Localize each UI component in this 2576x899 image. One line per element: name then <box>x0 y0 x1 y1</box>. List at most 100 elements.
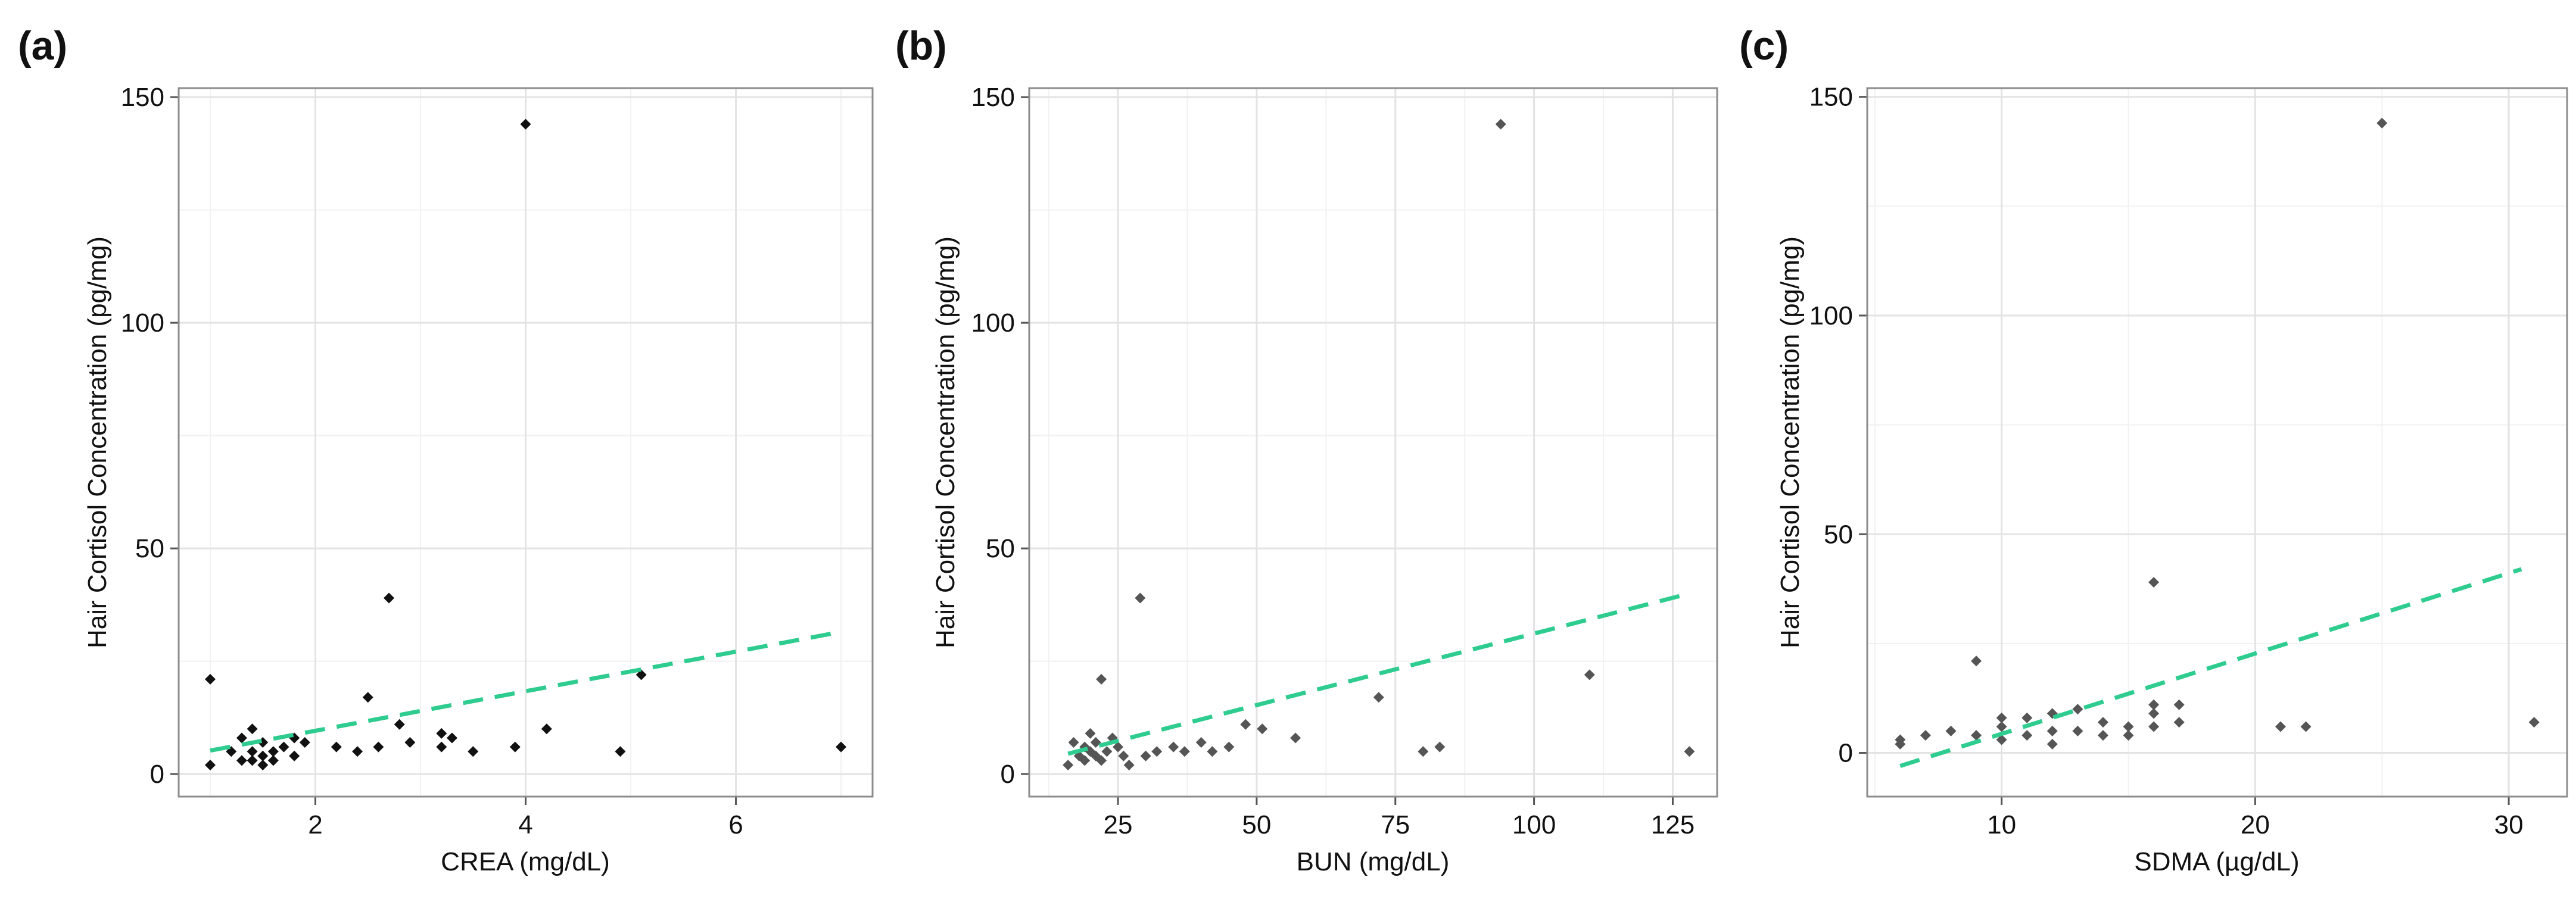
panel-c-point <box>2021 730 2033 741</box>
panel-b-y-tick-label: 50 <box>986 534 1015 563</box>
panel-a-point <box>257 750 269 761</box>
panel-c-point <box>1996 734 2007 745</box>
panel-b-y-tick-label: 150 <box>971 83 1015 112</box>
panel-b-x-tick-label: 50 <box>1242 810 1271 839</box>
panel-c-point <box>1971 730 1982 741</box>
panel-b-y-tick-label: 0 <box>1001 760 1015 789</box>
panel-a-point <box>615 746 626 757</box>
panel-c-point <box>1895 738 1906 750</box>
panel-c-point <box>2275 721 2286 732</box>
panel-b-frame <box>1028 87 1718 798</box>
panel-a-point <box>331 741 342 753</box>
panel-c-x-tick-label: 10 <box>1987 810 2016 839</box>
panel-b-y-tick-label: 100 <box>971 308 1015 338</box>
panel-a-x-tick-label: 4 <box>518 810 532 839</box>
panel-c-y-tick-label: 0 <box>1839 739 1853 768</box>
panel-c-point <box>2097 717 2108 728</box>
panel-c-plot: 10 20 30 0 50 100 150 <box>1809 83 2568 839</box>
panel-a-point <box>278 741 289 753</box>
panel-c-point <box>2072 725 2083 736</box>
panel-b-x-tick-label: 75 <box>1381 810 1410 839</box>
panel-a-plot: 2 4 6 0 50 100 150 <box>121 83 874 839</box>
panel-b-x-tick-label: 100 <box>1512 810 1556 839</box>
panel-b-point <box>1290 732 1301 744</box>
panel-b-point <box>1096 673 1107 685</box>
panel-a-point <box>541 723 552 735</box>
panel-c-point <box>1945 725 1957 736</box>
panel-c-y-tick-label: 100 <box>1809 301 1853 330</box>
panel-c-point <box>2021 712 2033 723</box>
panel-a-point <box>204 673 216 685</box>
panel-c-letter: (c) <box>1739 23 1789 68</box>
panel-b-point <box>1684 746 1695 757</box>
panel-c-point <box>1971 655 1982 667</box>
panel-a-point <box>446 732 457 744</box>
panel-b-point <box>1434 741 1446 753</box>
panel-b-point <box>1140 750 1151 761</box>
panel-a-point <box>257 759 269 770</box>
panel-a-point <box>436 728 447 739</box>
panel-c-point <box>2300 721 2312 732</box>
panel-b-point <box>1113 741 1124 753</box>
panel-c-x-tick-label: 30 <box>2494 810 2524 839</box>
panel-a: (a) 2 4 6 0 50 100 150 CREA (mg/dL) Hair Corti… <box>18 23 874 876</box>
panel-c-point <box>2148 577 2160 588</box>
panel-b-x-tick-label: 125 <box>1651 810 1695 839</box>
panel-c-point <box>2123 721 2134 732</box>
panel-c-point <box>2376 117 2388 129</box>
panel-a-point <box>520 118 531 130</box>
panel-a-point <box>204 759 216 770</box>
panel-a-point <box>468 746 479 757</box>
panel-a-ylabel: Hair Cortisol Concentration (pg/mg) <box>83 236 112 648</box>
panel-a-point <box>384 592 395 604</box>
panel-a-x-tick-label: 2 <box>308 810 322 839</box>
panel-a-point <box>362 692 373 703</box>
panel-c: (c) 10 20 30 0 50 100 150 SDMA (µg/dL) Hair Co… <box>1739 23 2568 876</box>
panel-a-point <box>436 741 447 753</box>
panel-c-ylabel: Hair Cortisol Concentration (pg/mg) <box>1776 236 1805 648</box>
panel-a-point <box>289 750 300 761</box>
panel-c-x-tick-label: 20 <box>2241 810 2270 839</box>
panel-b-point <box>1079 755 1091 766</box>
panel-c-y-tick-label: 50 <box>1824 520 1853 549</box>
panel-b-point <box>1101 746 1113 757</box>
panel-b-point <box>1151 746 1163 757</box>
panel-c-point <box>2123 730 2134 741</box>
panel-c-point <box>1996 712 2007 723</box>
panel-b-point <box>1495 118 1506 130</box>
panel-b-point <box>1373 692 1384 703</box>
panel-c-point <box>2173 717 2185 728</box>
panel-a-point <box>267 755 279 766</box>
panel-c-point <box>2148 708 2160 719</box>
panel-b-point <box>1257 723 1268 735</box>
panel-a-point <box>299 737 310 748</box>
panel-b-point <box>1085 728 1096 739</box>
panel-b-point <box>1240 719 1251 730</box>
panel-b-point <box>1223 741 1235 753</box>
panel-a-y-tick-label: 150 <box>121 83 164 112</box>
panel-b-point <box>1068 737 1079 748</box>
panel-c-point <box>2097 730 2108 741</box>
panel-a-point <box>509 741 521 753</box>
panel-a-y-tick-label: 100 <box>121 308 164 338</box>
panel-a-frame <box>177 87 874 798</box>
panel-a-trendline <box>210 629 842 753</box>
panel-c-trendline <box>1899 567 2522 768</box>
panel-a-y-tick-label: 0 <box>150 760 164 789</box>
panel-b-point <box>1207 746 1218 757</box>
panel-b-trendline <box>1067 591 1690 756</box>
panel-b: (b) 25 50 75 100 125 0 50 100 150 BUN (mg/dL) Ha… <box>895 23 1718 876</box>
panel-b-point <box>1584 669 1595 681</box>
panel-a-point <box>247 755 258 766</box>
panel-a-point <box>836 741 847 753</box>
panel-a-y-tick-label: 50 <box>135 534 164 563</box>
panel-a-point <box>236 755 247 766</box>
panel-a-xlabel: CREA (mg/dL) <box>441 847 610 876</box>
panel-a-x-tick-label: 6 <box>728 810 743 839</box>
panel-c-point <box>2528 717 2540 728</box>
panel-a-point <box>352 746 363 757</box>
panel-a-point <box>373 741 384 753</box>
panel-b-xlabel: BUN (mg/dL) <box>1297 847 1450 876</box>
panel-c-point <box>2047 725 2058 736</box>
panel-a-point <box>236 732 247 744</box>
